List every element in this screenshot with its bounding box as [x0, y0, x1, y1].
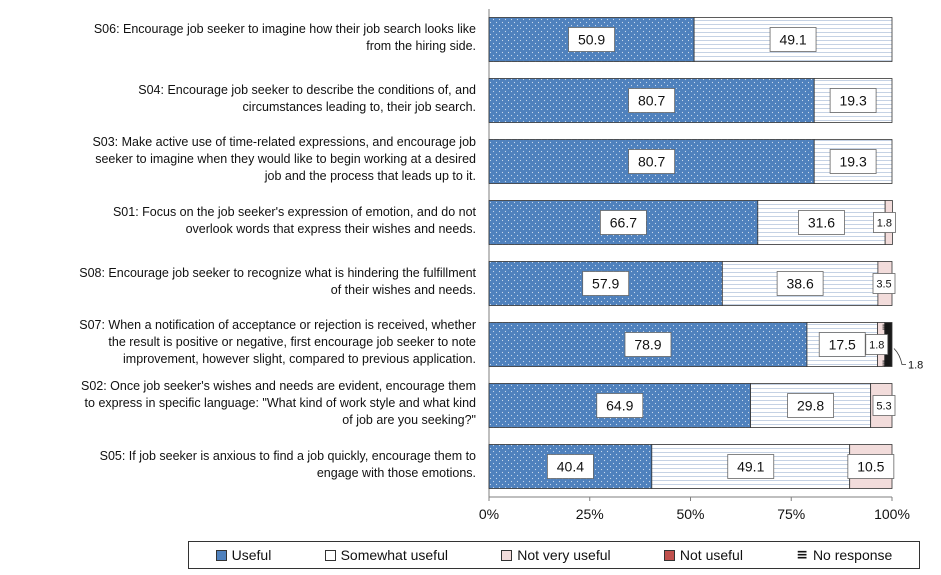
- category-label-line: seeker to imagine when they would like t…: [95, 152, 476, 166]
- x-tick-label: 100%: [874, 506, 910, 522]
- annotation-leader-line: [893, 348, 906, 365]
- legend-item: Not very useful: [501, 547, 611, 563]
- legend-label: Not useful: [679, 547, 743, 563]
- category-label: S08: Encourage job seeker to recognize w…: [36, 265, 476, 299]
- category-label-line: S07: When a notification of acceptance o…: [79, 318, 476, 332]
- data-label-box: [872, 395, 896, 416]
- category-label-line: S02: Once job seeker's wishes and needs …: [81, 379, 476, 393]
- category-label-line: to express in specific language: "What k…: [84, 396, 476, 410]
- data-label: 17.5: [829, 337, 856, 353]
- data-label: 66.7: [610, 215, 637, 231]
- data-label: 31.6: [808, 215, 835, 231]
- legend-label: Not very useful: [517, 547, 611, 563]
- data-label: 64.9: [606, 398, 633, 414]
- category-label: S05: If job seeker is anxious to find a …: [36, 448, 476, 482]
- legend-label: Useful: [231, 547, 272, 563]
- category-label-line: of job are you seeking?": [342, 413, 476, 427]
- data-label-box: [865, 334, 889, 355]
- data-label: 19.3: [839, 93, 866, 109]
- data-label: 80.7: [638, 93, 665, 109]
- data-label: 49.1: [779, 32, 806, 48]
- category-label-line: S03: Make active use of time-related exp…: [92, 135, 476, 149]
- legend-item: Not useful: [663, 547, 743, 563]
- data-label-box: [873, 212, 896, 233]
- legend-swatch: [324, 549, 336, 561]
- data-label: 80.7: [638, 154, 665, 170]
- data-label: 1.8: [869, 339, 884, 351]
- data-label: 40.4: [557, 459, 584, 475]
- data-label-box: [776, 271, 824, 296]
- data-label-box: [829, 88, 877, 113]
- data-label-box: [600, 210, 647, 235]
- annotation-label: 1.8: [908, 360, 923, 372]
- category-label-line: S04: Encourage job seeker to describe th…: [138, 82, 476, 97]
- data-label-box: [727, 454, 775, 479]
- x-tick-label: 75%: [777, 506, 805, 522]
- data-label: 10.5: [857, 459, 884, 475]
- data-label-box: [568, 27, 615, 52]
- category-label: S04: Encourage job seeker to describe th…: [36, 82, 476, 116]
- data-label: 1.8: [877, 217, 892, 229]
- category-label: S01: Focus on the job seeker's expressio…: [36, 204, 476, 238]
- data-label: 57.9: [592, 276, 619, 292]
- category-label-line: engage with those emotions.: [316, 465, 476, 480]
- category-label-line: from the hiring side.: [366, 38, 476, 53]
- category-label: S02: Once job seeker's wishes and needs …: [36, 378, 476, 429]
- category-label-line: S06: Encourage job seeker to imagine how…: [93, 21, 476, 36]
- data-label-box: [547, 454, 594, 479]
- chart-legend: Useful Somewhat useful Not very useful Not …: [188, 541, 920, 569]
- legend-label: Somewhat useful: [340, 547, 448, 563]
- category-label-line: improvement, however slight, compared to…: [123, 352, 476, 366]
- data-label-box: [628, 88, 676, 113]
- data-label: 29.8: [797, 398, 824, 414]
- x-tick-label: 50%: [676, 506, 704, 522]
- category-label-line: S01: Focus on the job seeker's expressio…: [112, 204, 476, 219]
- legend-swatch: [663, 549, 675, 561]
- category-label-line: of their wishes and needs.: [330, 282, 476, 297]
- category-label-line: job and the process that leads up to it.: [264, 169, 476, 183]
- x-tick-label: 0%: [479, 506, 499, 522]
- legend-item: Somewhat useful: [324, 547, 448, 563]
- data-label: 49.1: [737, 459, 764, 475]
- legend-swatch: ≡: [796, 547, 808, 563]
- data-label-box: [818, 332, 866, 357]
- data-label-box: [624, 332, 672, 357]
- legend-label: No response: [812, 547, 893, 563]
- category-label-line: S05: If job seeker is anxious to find a …: [99, 448, 476, 463]
- data-label-box: [847, 454, 895, 479]
- category-label: S03: Make active use of time-related exp…: [36, 134, 476, 185]
- category-label-line: the result is positive or negative, firs…: [108, 335, 476, 349]
- legend-item: Useful: [215, 547, 272, 563]
- data-label: 50.9: [578, 32, 605, 48]
- data-label-box: [596, 393, 644, 418]
- data-label-box: [628, 149, 676, 174]
- category-label-line: S08: Encourage job seeker to recognize w…: [79, 265, 476, 280]
- data-label-box: [829, 149, 877, 174]
- legend-swatch: [215, 549, 227, 561]
- category-label: S07: When a notification of acceptance o…: [36, 317, 476, 368]
- data-label: 3.5: [876, 278, 891, 290]
- category-label: S06: Encourage job seeker to imagine how…: [36, 21, 476, 55]
- data-label-box: [798, 210, 845, 235]
- category-label-line: overlook words that express their wishes…: [185, 221, 476, 236]
- data-label-box: [872, 273, 896, 294]
- data-label-box: [787, 393, 834, 418]
- data-label-box: [769, 27, 817, 52]
- x-tick-label: 25%: [576, 506, 604, 522]
- category-label-line: circumstances leading to, their job sear…: [242, 99, 476, 114]
- data-label: 5.3: [876, 400, 891, 412]
- no-response-marker: ≡: [881, 321, 890, 334]
- no-response-marker: ≡: [881, 357, 890, 370]
- data-label-box: [582, 271, 630, 296]
- legend-swatch: [501, 549, 513, 561]
- data-label: 78.9: [634, 337, 661, 353]
- data-label: 19.3: [839, 154, 866, 170]
- data-label: 38.6: [786, 276, 813, 292]
- legend-item: ≡ No response: [796, 547, 892, 563]
